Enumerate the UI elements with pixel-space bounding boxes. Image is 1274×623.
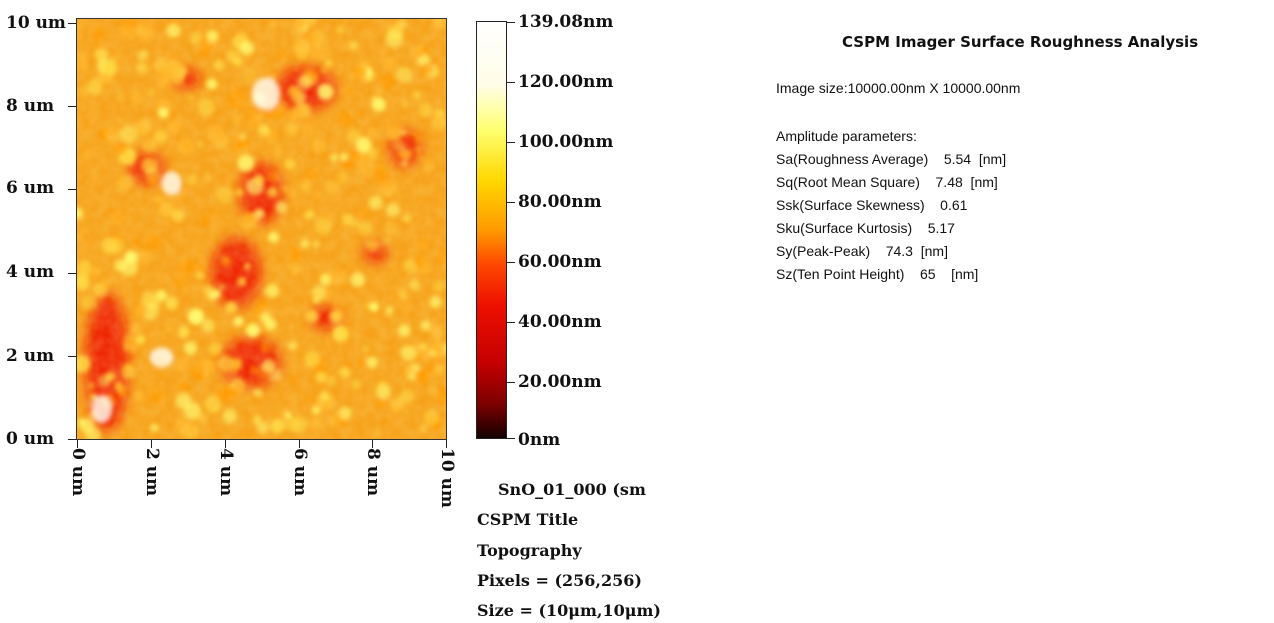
y-tick-mark bbox=[68, 106, 76, 107]
y-tick-8um: 8 um bbox=[6, 96, 55, 116]
image-size: Size = (10μm,10μm) bbox=[477, 601, 661, 620]
colorbar-tick bbox=[507, 202, 515, 203]
y-tick-mark bbox=[68, 439, 76, 440]
y-tick-mark bbox=[68, 23, 76, 24]
y-tick-6um: 6 um bbox=[6, 178, 55, 198]
image-pixels: Pixels = (256,256) bbox=[477, 571, 642, 590]
y-tick-10um: 10 um bbox=[6, 13, 66, 33]
x-tick-mark bbox=[77, 440, 78, 448]
y-tick-0um: 0 um bbox=[6, 429, 55, 449]
param-sku: Sku(Surface Kurtosis) 5.17 bbox=[776, 220, 955, 236]
afm-topography-image bbox=[76, 18, 447, 440]
colorbar-label-max: 139.08nm bbox=[518, 12, 614, 32]
y-tick-mark bbox=[68, 273, 76, 274]
param-sz: Sz(Ten Point Height) 65 [nm] bbox=[776, 266, 979, 282]
colorbar-tick bbox=[507, 22, 515, 23]
colorbar-label: 40.00nm bbox=[518, 312, 602, 332]
param-ssk: Ssk(Surface Skewness) 0.61 bbox=[776, 197, 968, 213]
y-tick-mark bbox=[68, 189, 76, 190]
colorbar-tick bbox=[507, 142, 515, 143]
x-tick-mark bbox=[446, 440, 447, 448]
colorbar-label: 80.00nm bbox=[518, 192, 602, 212]
image-title: CSPM Title bbox=[477, 510, 579, 529]
colorbar-tick bbox=[507, 382, 515, 383]
amplitude-parameters-heading: Amplitude parameters: bbox=[776, 128, 917, 144]
colorbar-label-min: 0nm bbox=[518, 430, 561, 450]
x-tick-4um: 4 um bbox=[216, 448, 236, 497]
x-tick-mark bbox=[299, 440, 300, 448]
image-mode: Topography bbox=[477, 541, 582, 560]
colorbar-tick bbox=[507, 322, 515, 323]
x-tick-10um: 10 um bbox=[437, 448, 457, 508]
height-colorbar bbox=[476, 21, 507, 439]
colorbar-tick bbox=[507, 438, 515, 439]
file-name: SnO_01_000 (sm bbox=[498, 480, 646, 499]
colorbar-label: 100.00nm bbox=[518, 132, 614, 152]
colorbar-tick bbox=[507, 82, 515, 83]
topography-heightmap bbox=[77, 19, 446, 439]
colorbar-label: 60.00nm bbox=[518, 252, 602, 272]
y-tick-mark bbox=[68, 356, 76, 357]
colorbar-tick bbox=[507, 262, 515, 263]
y-tick-4um: 4 um bbox=[6, 262, 55, 282]
report-image-size: Image size:10000.00nm X 10000.00nm bbox=[776, 80, 1021, 96]
x-tick-8um: 8 um bbox=[363, 448, 383, 497]
x-tick-2um: 2 um bbox=[142, 448, 162, 497]
param-sq: Sq(Root Mean Square) 7.48 [nm] bbox=[776, 174, 998, 190]
param-sa: Sa(Roughness Average) 5.54 [nm] bbox=[776, 151, 1007, 167]
report-title: CSPM Imager Surface Roughness Analysis bbox=[842, 33, 1199, 51]
x-tick-mark bbox=[151, 440, 152, 448]
x-tick-0um: 0 um bbox=[68, 448, 88, 497]
y-tick-2um: 2 um bbox=[6, 346, 55, 366]
colorbar-label: 120.00nm bbox=[518, 72, 614, 92]
x-tick-6um: 6 um bbox=[290, 448, 310, 497]
x-tick-mark bbox=[372, 440, 373, 448]
param-sy: Sy(Peak-Peak) 74.3 [nm] bbox=[776, 243, 948, 259]
x-tick-mark bbox=[225, 440, 226, 448]
colorbar-label: 20.00nm bbox=[518, 372, 602, 392]
